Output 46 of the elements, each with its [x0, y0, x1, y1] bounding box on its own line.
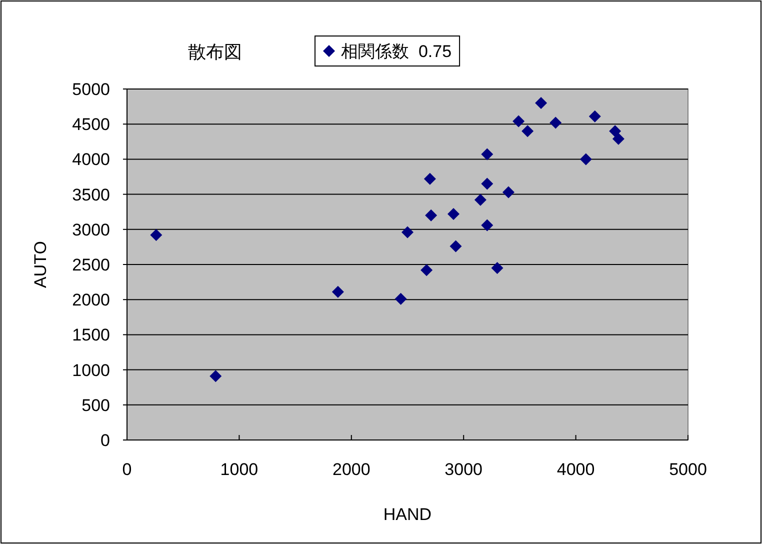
point — [481, 148, 494, 160]
point — [522, 125, 534, 138]
point — [588, 110, 601, 122]
x-tick-label: 2000 — [332, 460, 370, 479]
y-tick-label: 5000 — [72, 80, 110, 99]
point — [332, 286, 344, 298]
point — [481, 219, 494, 232]
y-tick-label: 3000 — [72, 220, 110, 240]
y-tick-label: 3500 — [72, 185, 110, 204]
point — [535, 97, 548, 110]
x-axis-title: HAND — [383, 505, 432, 524]
point — [612, 132, 624, 145]
point — [550, 116, 562, 129]
y-tick-label: 1000 — [72, 360, 110, 380]
point — [425, 209, 438, 222]
point — [420, 264, 433, 276]
point — [512, 115, 525, 128]
point — [450, 240, 462, 252]
legend: 相関係数 0.75 — [314, 36, 460, 66]
y-tick-label: 500 — [82, 396, 110, 415]
y-axis-title: AUTO — [31, 241, 50, 288]
y-tick-label: 4500 — [72, 115, 110, 134]
y-tick-label: 2500 — [72, 256, 110, 274]
point — [394, 292, 407, 305]
y-tick-label: 2000 — [72, 290, 110, 310]
y-tick-label: 0 — [100, 431, 110, 450]
point — [502, 186, 514, 198]
legend-label: 相関係数 0.75 — [341, 42, 452, 61]
point — [150, 229, 162, 242]
chart-title: 散布図 — [188, 42, 242, 62]
x-tick-label: 1000 — [220, 460, 258, 479]
x-tick-label: 3000 — [444, 460, 483, 479]
x-tick-label: 0 — [122, 460, 132, 479]
point — [448, 208, 460, 220]
point — [609, 125, 622, 138]
point — [474, 194, 486, 206]
point — [491, 262, 504, 274]
y-tick-label: 4000 — [72, 150, 110, 170]
point — [424, 172, 436, 185]
point — [402, 226, 414, 238]
x-tick-label: 5000 — [669, 460, 707, 479]
y-tick-label: 1500 — [72, 326, 110, 345]
x-tick-label: 4000 — [556, 460, 595, 479]
point — [481, 178, 494, 190]
point — [210, 370, 222, 382]
point — [580, 153, 592, 166]
